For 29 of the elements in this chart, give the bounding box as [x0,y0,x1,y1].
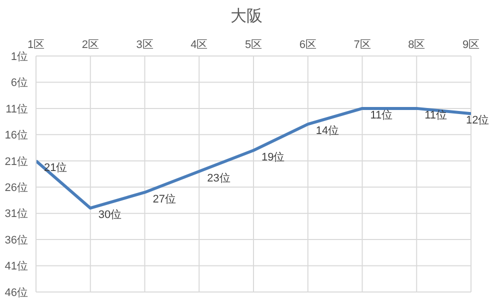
y-tick-label: 46位 [4,286,28,299]
x-tick-label: 2区 [82,39,99,51]
y-tick-label: 6位 [10,77,28,90]
chart-title: 大阪 [230,6,264,27]
data-label: 30位 [98,209,122,222]
x-tick-label: 6区 [299,39,316,51]
y-tick-label: 11位 [6,103,28,116]
x-tick-label: 4区 [190,39,208,51]
x-tick-label: 5区 [244,39,262,51]
x-tick-label: 7区 [354,39,371,51]
y-tick-label: 31位 [4,208,28,220]
y-tick-label: 1位 [10,50,28,63]
y-tick-label: 41位 [4,260,28,273]
data-label: 27位 [152,193,176,206]
data-label: 12位 [466,114,490,127]
x-tick-label: 9区 [462,39,480,51]
y-tick-label: 21位 [4,156,28,168]
x-tick-label: 8区 [408,39,426,51]
data-label: 21位 [44,162,68,174]
y-tick-label: 26位 [4,182,28,194]
x-tick-label: 1区 [27,39,45,51]
y-tick-label: 16位 [4,130,28,142]
data-label: 11位 [424,109,448,122]
y-tick-label: 36位 [4,234,28,246]
data-label: 14位 [316,125,340,138]
data-label: 11位 [370,109,393,122]
data-label: 19位 [262,151,285,164]
data-label: 23位 [207,172,230,184]
x-tick-label: 3区 [136,39,154,51]
